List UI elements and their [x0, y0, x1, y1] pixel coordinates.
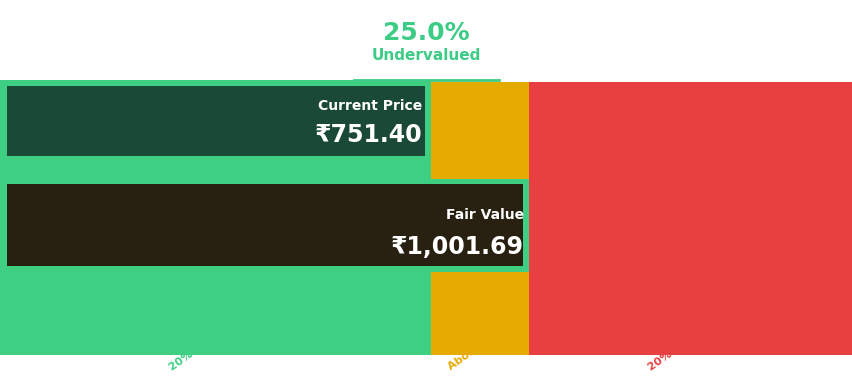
Bar — [0, 179, 528, 272]
Bar — [0, 82, 430, 355]
Text: Current Price: Current Price — [318, 100, 422, 113]
Text: 25.0%: 25.0% — [383, 21, 469, 45]
Text: Undervalued: Undervalued — [371, 48, 481, 62]
Text: Fair Value: Fair Value — [445, 208, 523, 222]
Bar — [528, 82, 852, 355]
Bar — [430, 82, 528, 355]
Text: 20% Undervalued: 20% Undervalued — [167, 301, 263, 372]
Text: 20% Overvalued: 20% Overvalued — [646, 306, 734, 372]
Bar — [7, 184, 522, 266]
Text: About Right: About Right — [446, 321, 513, 372]
Bar — [0, 80, 430, 162]
Text: ₹751.40: ₹751.40 — [314, 123, 422, 147]
Text: ₹1,001.69: ₹1,001.69 — [390, 235, 523, 259]
Bar — [7, 86, 424, 156]
